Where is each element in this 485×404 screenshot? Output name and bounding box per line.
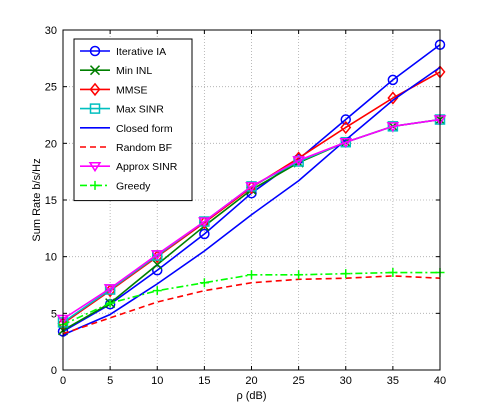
- data-point-greedy: [105, 298, 115, 308]
- data-point-approx-sinr: [386, 122, 400, 133]
- legend-label-approx-sinr: Approx SINR: [116, 161, 178, 173]
- y-tick-label: 30: [45, 25, 57, 37]
- data-point-iterative-ia: [199, 228, 210, 240]
- data-point-approx-sinr: [245, 182, 258, 193]
- data-point-approx-sinr: [198, 217, 211, 228]
- series-line-approx-sinr: [62, 118, 441, 320]
- series-closed-form: [62, 66, 441, 336]
- y-tick-label: 25: [45, 82, 57, 94]
- legend-label-iterative-ia: Iterative IA: [116, 46, 166, 58]
- data-point-greedy: [247, 270, 256, 280]
- y-tick-label: 15: [45, 195, 57, 207]
- data-point-mmse: [340, 120, 352, 135]
- legend-marker-max-sinr: [89, 103, 101, 114]
- legend: Iterative IA Min INL MMSE Max SINR Closed fo…: [73, 38, 193, 202]
- data-point-min-inl: [152, 259, 163, 270]
- x-tick-label: 5: [107, 375, 113, 387]
- legend-label-closed-form: Closed form: [116, 123, 173, 135]
- x-tick-label: 25: [293, 375, 305, 387]
- x-tick-label: 20: [245, 375, 257, 387]
- data-point-approx-sinr: [292, 156, 305, 167]
- legend-marker-approx-sinr: [88, 161, 102, 173]
- series-approx-sinr: [56, 115, 447, 325]
- series-line-mmse: [62, 71, 441, 325]
- y-tick-label: 0: [51, 365, 57, 377]
- series-greedy: [58, 268, 445, 330]
- series-random-bf: [62, 275, 441, 335]
- data-point-mmse: [387, 91, 399, 105]
- series-line-greedy: [62, 271, 440, 326]
- data-point-iterative-ia: [387, 74, 399, 86]
- data-point-approx-sinr: [150, 250, 164, 261]
- x-tick-label: 10: [151, 375, 163, 387]
- ticks: [62, 29, 441, 371]
- legend-label-max-sinr: Max SINR: [116, 104, 164, 116]
- legend-marker-iterative-ia: [89, 45, 101, 57]
- legend-marker-greedy: [90, 180, 100, 190]
- data-point-greedy: [341, 269, 351, 279]
- x-tick-label: 0: [60, 375, 66, 387]
- x-axis-title: ρ (dB): [236, 390, 266, 402]
- series-line-closed-form: [62, 66, 441, 336]
- data-point-greedy: [294, 270, 304, 280]
- y-axis-title: Sum Rate b/s/Hz: [31, 158, 43, 241]
- x-tick-label: 35: [387, 375, 399, 387]
- data-point-approx-sinr: [339, 137, 353, 149]
- x-tick-label: 15: [198, 375, 210, 387]
- x-tick-label: 40: [434, 375, 446, 387]
- data-point-greedy: [388, 268, 398, 278]
- x-tick-label: 30: [340, 375, 352, 387]
- legend-label-greedy: Greedy: [116, 180, 151, 192]
- data-point-iterative-ia: [340, 114, 351, 125]
- legend-label-random-bf: Random BF: [116, 142, 172, 154]
- y-tick-label: 20: [45, 138, 57, 150]
- data-point-iterative-ia: [152, 265, 163, 276]
- y-tick-label: 5: [51, 308, 57, 320]
- legend-box: [73, 38, 193, 202]
- data-point-approx-sinr: [103, 284, 117, 295]
- x-tick-labels: 0 5 10 15 20 25 30 35 40: [60, 375, 446, 387]
- legend-marker-mmse: [89, 82, 101, 97]
- data-point-greedy: [199, 278, 209, 288]
- y-tick-labels: 0 5 10 15 20 25 30: [45, 25, 57, 377]
- y-tick-label: 10: [45, 252, 57, 264]
- data-point-greedy: [152, 286, 162, 296]
- legend-label-mmse: MMSE: [116, 84, 148, 96]
- legend-label-min-inl: Min INL: [116, 65, 152, 77]
- legend-marker-min-inl: [89, 65, 101, 76]
- series-line-random-bf: [62, 275, 441, 335]
